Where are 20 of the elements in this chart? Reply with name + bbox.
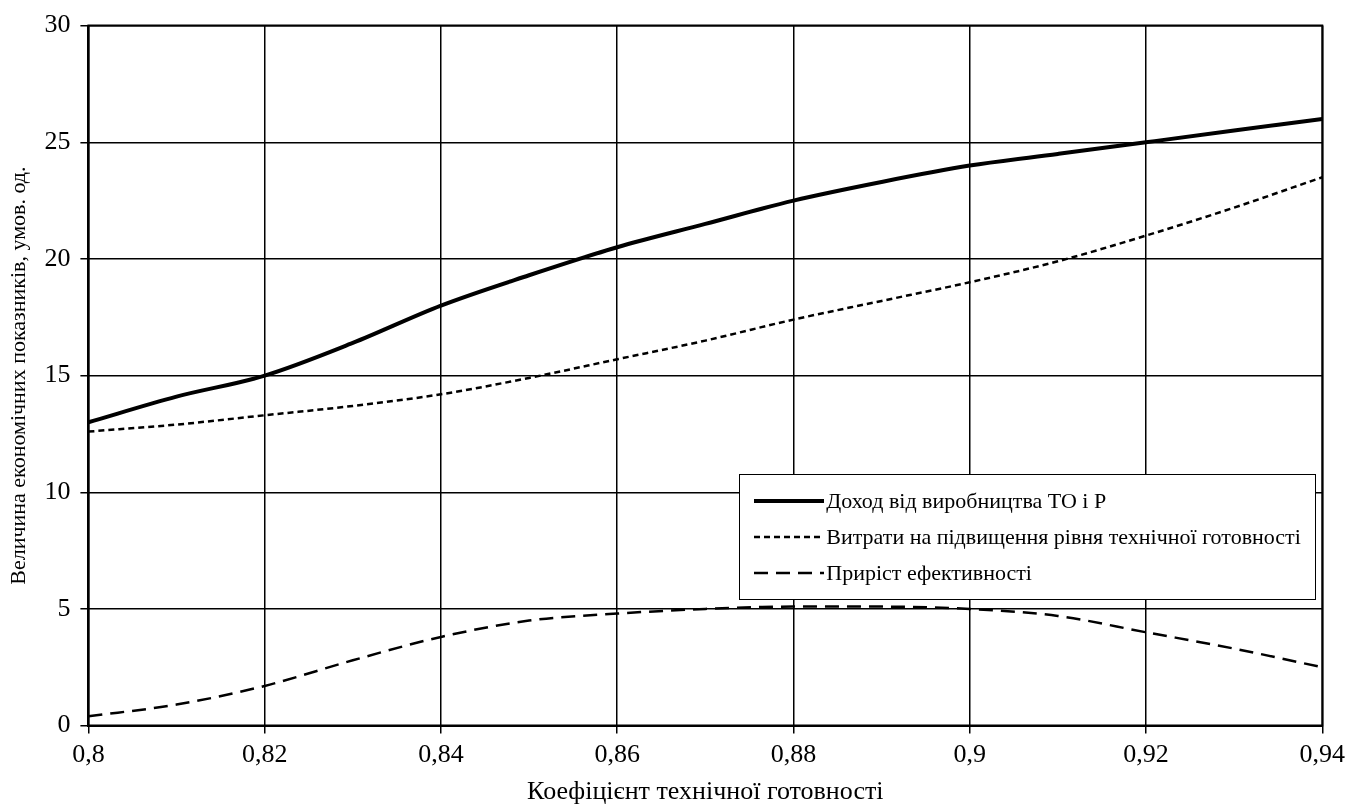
y-tick-label: 25 xyxy=(44,126,71,156)
x-tick-label: 0,88 xyxy=(770,739,817,769)
y-tick-label: 30 xyxy=(44,9,71,39)
x-tick-label: 0,9 xyxy=(953,739,986,769)
x-tick-label: 0,84 xyxy=(418,739,464,769)
y-tick-label: 15 xyxy=(44,359,71,389)
x-axis-title: Коефіцієнт технічної готовності xyxy=(527,776,884,806)
x-tick-label: 0,94 xyxy=(1299,739,1345,769)
y-tick-label: 5 xyxy=(57,592,71,622)
x-tick-label: 0,82 xyxy=(241,739,288,769)
y-axis-title: Величина економічних показників, умов. од. xyxy=(4,166,30,585)
legend-label: Витрати на підвищення рівня технічної готовності xyxy=(826,523,1301,550)
legend-label: Доход від виробництва ТО і Р xyxy=(826,487,1107,514)
y-tick-label: 0 xyxy=(57,709,71,739)
x-tick-label: 0,92 xyxy=(1123,739,1169,769)
x-tick-label: 0,8 xyxy=(72,739,105,769)
legend-label: Приріст ефективності xyxy=(826,559,1032,586)
y-tick-label: 20 xyxy=(44,242,71,272)
y-tick-label: 10 xyxy=(44,476,71,506)
x-tick-label: 0,86 xyxy=(594,739,640,769)
